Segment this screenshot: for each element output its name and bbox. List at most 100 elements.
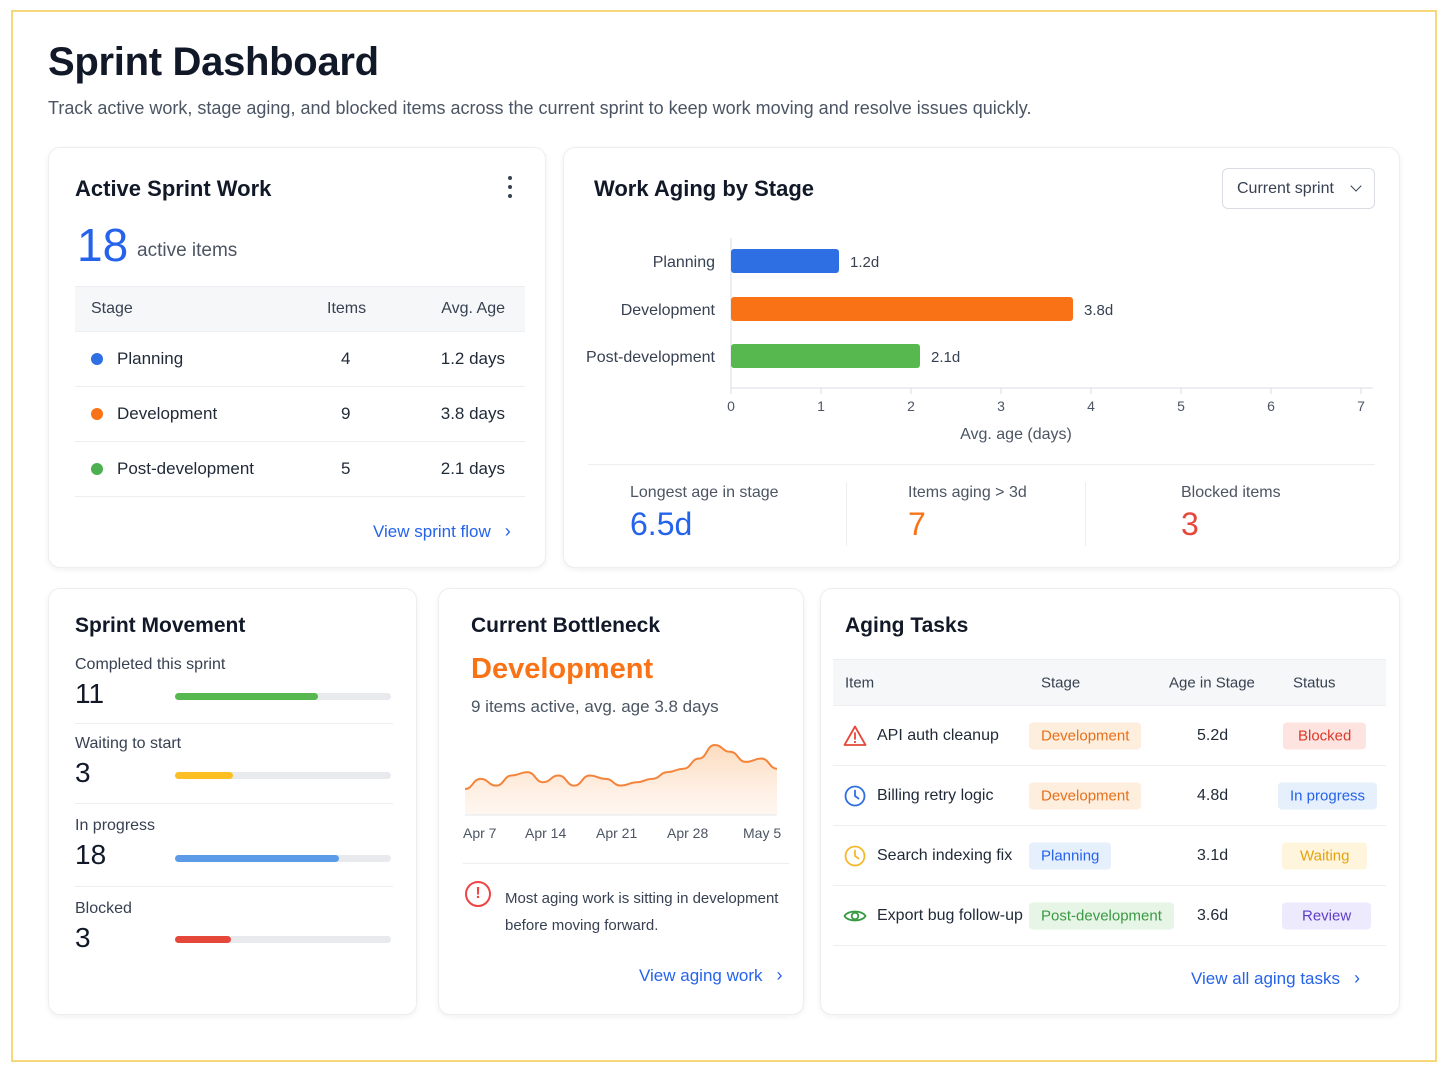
stage-badge: Development bbox=[1029, 722, 1142, 749]
movement-value: 11 bbox=[75, 678, 105, 709]
x-tick-label: 0 bbox=[727, 398, 735, 414]
bar-value-label: 1.2d bbox=[850, 254, 879, 271]
movement-completed: Completed this sprint 11 bbox=[75, 656, 393, 710]
sprint-filter-dropdown[interactable]: Current sprint bbox=[1222, 168, 1375, 209]
avg-age: 3.8 days bbox=[440, 404, 505, 423]
x-tick-label: 7 bbox=[1357, 398, 1365, 414]
status-badge: Waiting bbox=[1282, 842, 1368, 869]
progress-fill bbox=[175, 772, 234, 779]
link-label: View sprint flow bbox=[373, 522, 491, 541]
item-count: 5 bbox=[341, 459, 351, 478]
bottleneck-summary: 9 items active, avg. age 3.8 days bbox=[471, 697, 719, 716]
status-badge: In progress bbox=[1278, 782, 1378, 809]
item-count: 4 bbox=[341, 349, 351, 368]
progress-track bbox=[175, 855, 391, 862]
bar-value-label: 2.1d bbox=[931, 349, 960, 366]
chevron-right-icon: › bbox=[504, 521, 511, 541]
column-header: Items bbox=[327, 300, 367, 317]
stage-name: Planning bbox=[117, 349, 184, 368]
x-tick-label: May 5 bbox=[743, 825, 782, 841]
aging-trend-sparkline bbox=[464, 743, 778, 816]
divider bbox=[75, 723, 393, 724]
movement-label: Blocked bbox=[75, 900, 132, 917]
table-row: Development 9 3.8 days bbox=[75, 387, 525, 442]
view-all-aging-tasks-link[interactable]: View all aging tasks › bbox=[1191, 968, 1360, 989]
table-row[interactable]: Billing retry logic Development 4.8d In … bbox=[833, 766, 1386, 826]
task-name: Billing retry logic bbox=[877, 786, 994, 804]
stage-badge: Development bbox=[1029, 782, 1142, 809]
sparkline-line bbox=[464, 743, 778, 790]
table-row[interactable]: Export bug follow-up Post-development 3.… bbox=[833, 886, 1386, 946]
movement-value: 3 bbox=[75, 922, 91, 953]
view-sprint-flow-link[interactable]: View sprint flow › bbox=[373, 521, 511, 542]
status-dot bbox=[91, 408, 103, 420]
table-row: Post-development 5 2.1 days bbox=[75, 442, 525, 497]
stat-label: Longest age in stage bbox=[630, 484, 779, 501]
clock-icon bbox=[844, 845, 866, 866]
divider bbox=[588, 464, 1375, 465]
x-tick-label: Apr 14 bbox=[525, 825, 567, 841]
aging-bar-chart: Planning 1.2d Development 3.8d Post-developm… bbox=[586, 238, 1373, 443]
status-badge: Review bbox=[1282, 902, 1372, 929]
divider bbox=[1085, 482, 1086, 546]
x-tick-label: 5 bbox=[1177, 398, 1185, 414]
items-aging-stat: Items aging > 3d 7 bbox=[908, 484, 1027, 543]
clock-icon bbox=[844, 785, 866, 806]
warning-icon bbox=[843, 725, 867, 746]
item-count: 9 bbox=[341, 404, 351, 423]
table-row[interactable]: API auth cleanup Development 5.2d Blocke… bbox=[833, 706, 1386, 766]
stage-badge: Planning bbox=[1029, 842, 1112, 869]
x-tick-label: 4 bbox=[1087, 398, 1095, 414]
blocked-items-stat: Blocked items 3 bbox=[1181, 484, 1281, 543]
stage-badge: Post-development bbox=[1029, 902, 1174, 929]
dropdown-value: Current sprint bbox=[1237, 180, 1334, 197]
x-tick-label: Apr 28 bbox=[667, 825, 709, 841]
stat-value: 6.5d bbox=[630, 506, 693, 542]
link-label: View aging work bbox=[639, 966, 763, 985]
page-title: Sprint Dashboard bbox=[48, 40, 379, 84]
movement-label: Waiting to start bbox=[75, 735, 182, 752]
stat-label: Blocked items bbox=[1181, 484, 1281, 501]
stat-label: Items aging > 3d bbox=[908, 484, 1027, 501]
table-row[interactable]: Search indexing fix Planning 3.1d Waitin… bbox=[833, 826, 1386, 886]
column-header: Avg. Age bbox=[441, 300, 505, 317]
movement-in-progress: In progress 18 bbox=[75, 817, 393, 871]
task-name: Search indexing fix bbox=[877, 846, 1013, 864]
stage-table: Stage Items Avg. Age Planning 4 1.2 days… bbox=[75, 286, 525, 497]
task-name: Export bug follow-up bbox=[877, 906, 1023, 924]
x-axis-label: Avg. age (days) bbox=[960, 426, 1072, 443]
longest-age-stat: Longest age in stage 6.5d bbox=[630, 484, 779, 543]
x-tick-label: 3 bbox=[997, 398, 1005, 414]
divider bbox=[463, 863, 789, 864]
more-options-icon[interactable] bbox=[507, 176, 513, 198]
aging-tasks-card: Aging Tasks Item Stage Age in Stage Stat… bbox=[820, 588, 1400, 1015]
age-value: 3.6d bbox=[1197, 906, 1229, 924]
status-dot bbox=[91, 463, 103, 475]
column-header: Status bbox=[1293, 674, 1336, 691]
stat-value: 7 bbox=[908, 506, 926, 542]
chevron-right-icon: › bbox=[776, 965, 783, 985]
status-dot bbox=[91, 353, 103, 365]
active-count-caption: active items bbox=[137, 240, 238, 261]
divider bbox=[75, 886, 393, 887]
table-header: Stage Items Avg. Age bbox=[75, 286, 525, 332]
card-title: Current Bottleneck bbox=[471, 614, 661, 637]
divider bbox=[75, 803, 393, 804]
x-tick-label: 1 bbox=[817, 398, 825, 414]
table-row: Planning 4 1.2 days bbox=[75, 332, 525, 387]
progress-track bbox=[175, 693, 391, 700]
stat-value: 3 bbox=[1181, 506, 1199, 542]
bar-value-label: 3.8d bbox=[1084, 302, 1113, 319]
progress-fill bbox=[175, 693, 318, 700]
movement-value: 3 bbox=[75, 757, 91, 788]
category-label: Post-development bbox=[586, 349, 716, 366]
divider bbox=[846, 482, 847, 546]
column-header: Stage bbox=[91, 300, 133, 317]
card-title: Sprint Movement bbox=[75, 614, 246, 637]
movement-blocked: Blocked 3 bbox=[75, 900, 393, 954]
active-sprint-card: Active Sprint Work 18 active items Stage… bbox=[48, 147, 546, 568]
card-title: Aging Tasks bbox=[845, 614, 969, 637]
bottleneck-card: Current Bottleneck Development 9 items a… bbox=[438, 588, 804, 1015]
view-aging-work-link[interactable]: View aging work › bbox=[639, 965, 782, 986]
table-header: Item Stage Age in Stage Status bbox=[833, 659, 1386, 706]
